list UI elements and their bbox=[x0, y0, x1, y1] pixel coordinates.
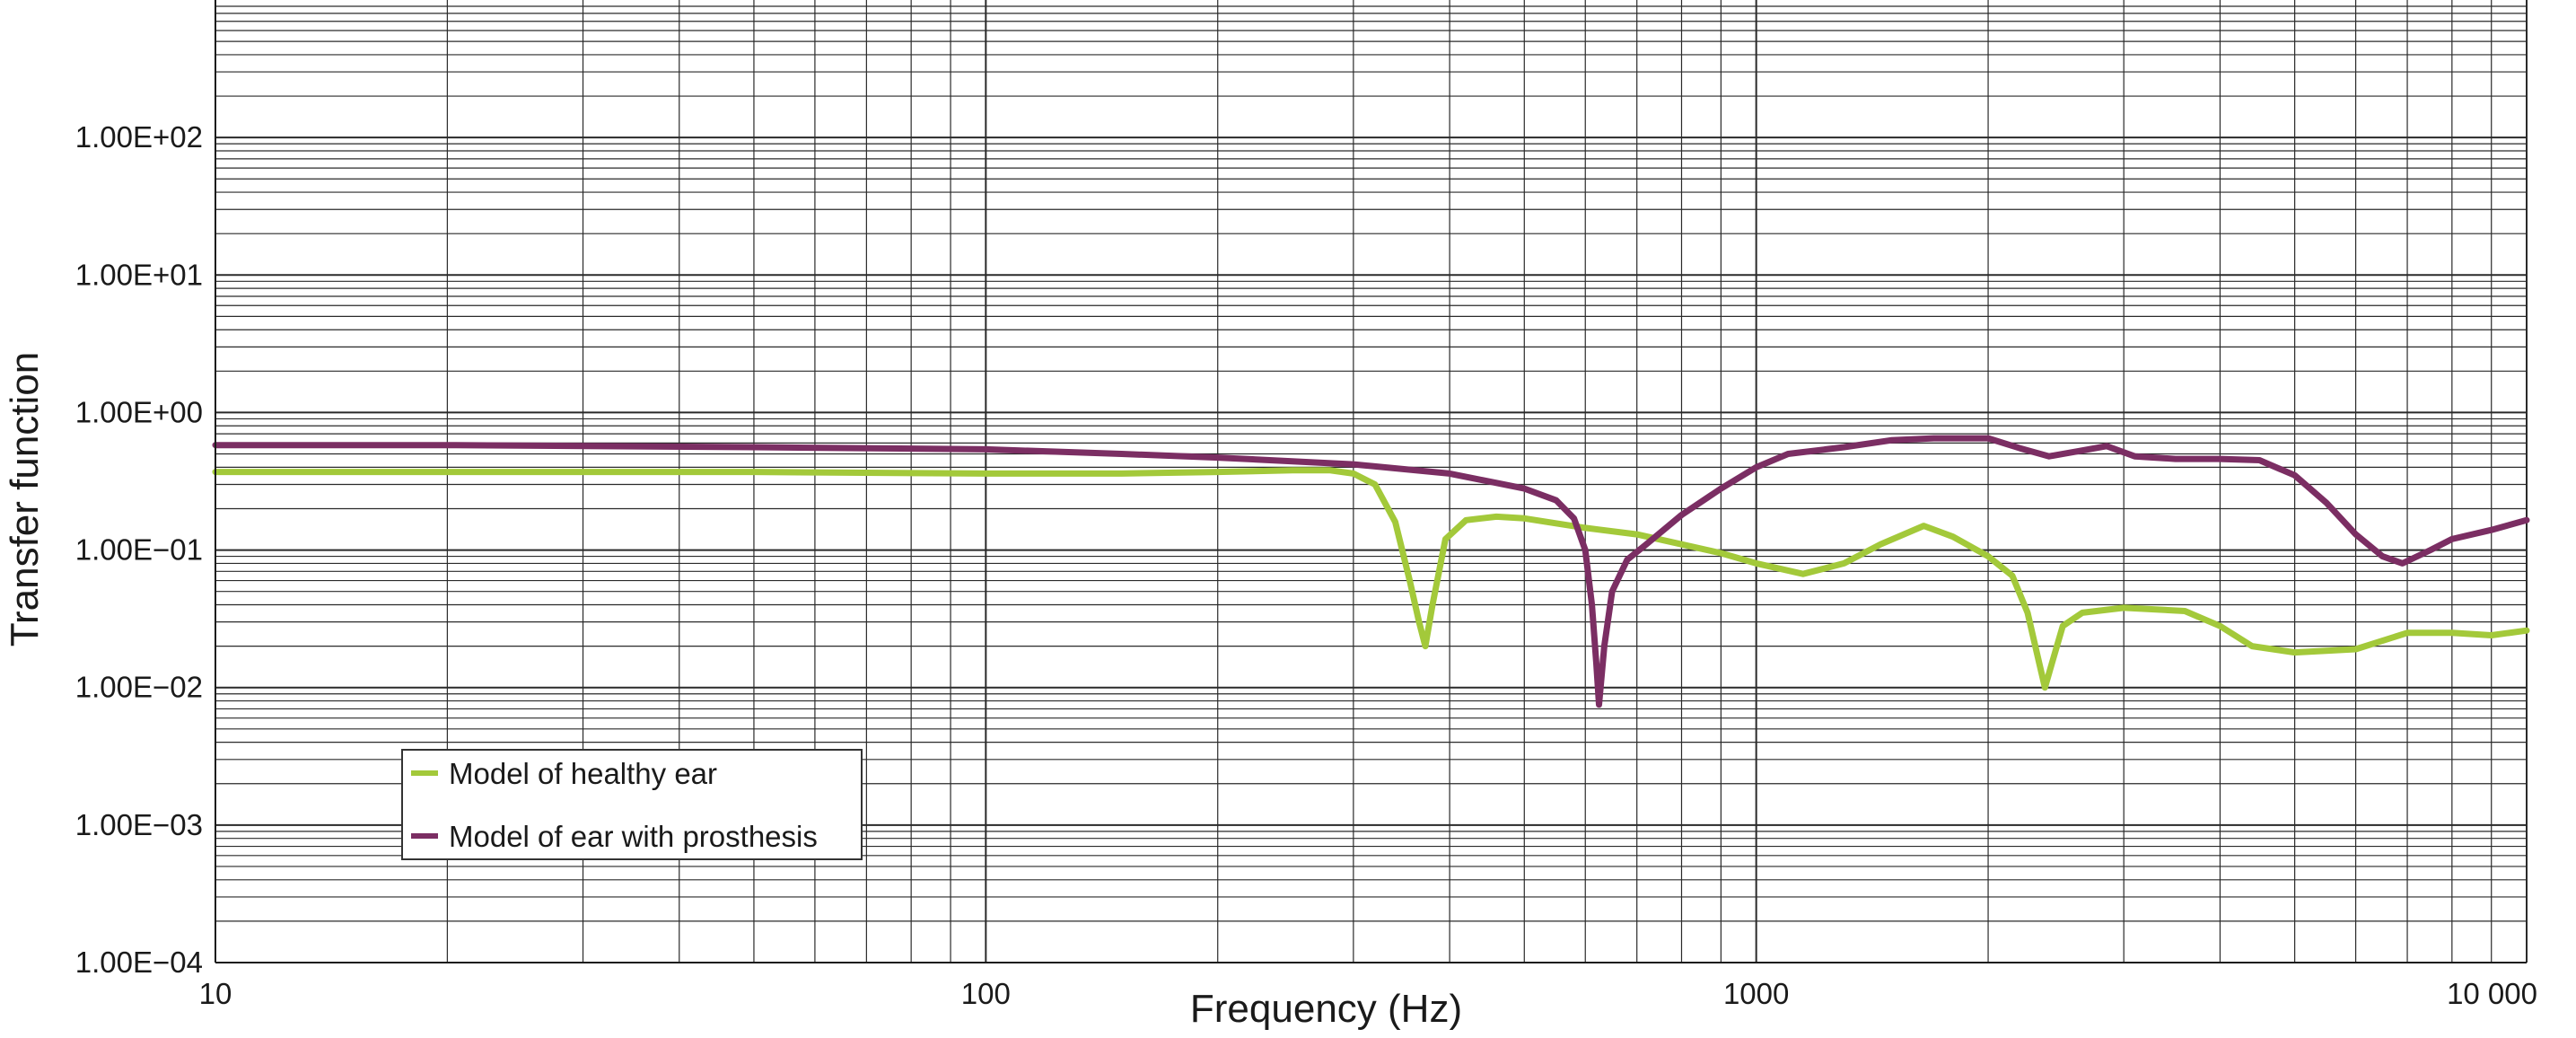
y-tick-label: 1.00E−04 bbox=[75, 946, 203, 979]
tick-labels: 1.00E−04 1.00E−03 1.00E−02 1.00E−01 1.00E+00… bbox=[75, 120, 2537, 1010]
series-layer bbox=[212, 435, 2530, 708]
series-line-healthy bbox=[212, 467, 2530, 691]
series-line-prosthesis bbox=[212, 435, 2530, 708]
legend-box bbox=[401, 749, 863, 860]
legend: Model of healthy ear Model of ear with p… bbox=[401, 749, 863, 860]
y-tick-label: 1.00E+00 bbox=[75, 395, 203, 428]
legend-label-healthy: Model of healthy ear bbox=[449, 757, 717, 790]
x-tick-label: 10 bbox=[199, 977, 232, 1010]
y-axis-title: Transfer function bbox=[3, 352, 47, 647]
axes bbox=[215, 0, 2527, 963]
x-tick-label: 10 000 bbox=[2447, 977, 2537, 1010]
legend-label-prosthesis: Model of ear with prosthesis bbox=[449, 820, 818, 853]
y-tick-label: 1.00E−02 bbox=[75, 671, 203, 704]
y-tick-label: 1.00E+01 bbox=[75, 258, 203, 291]
x-tick-label: 1000 bbox=[1723, 977, 1789, 1010]
x-tick-label: 100 bbox=[961, 977, 1011, 1010]
x-axis-title: Frequency (Hz) bbox=[1190, 987, 1462, 1031]
y-tick-label: 1.00E−01 bbox=[75, 533, 203, 567]
y-tick-label: 1.00E+02 bbox=[75, 120, 203, 154]
y-tick-label: 1.00E−03 bbox=[75, 808, 203, 841]
